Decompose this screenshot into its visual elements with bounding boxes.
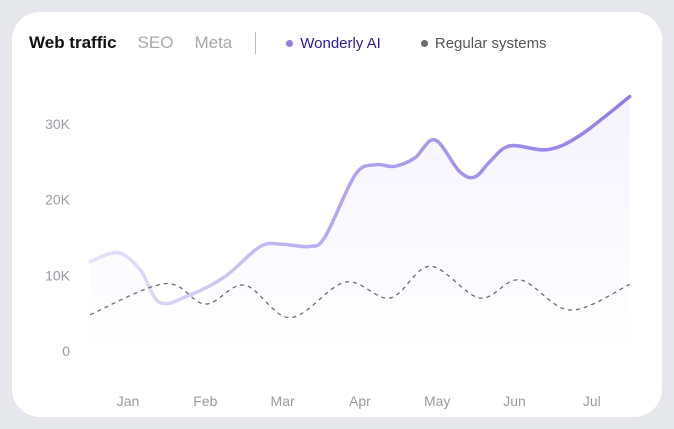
y-tick-label: 30K <box>45 116 71 132</box>
divider <box>255 32 257 54</box>
y-tick-label: 0 <box>62 343 70 359</box>
tab-seo[interactable]: SEO <box>137 33 174 52</box>
header: Web traffic SEO Meta Wonderly AI Regular… <box>29 32 587 54</box>
x-tick-label: Jul <box>583 393 601 409</box>
legend-label: Wonderly AI <box>300 34 381 52</box>
x-tick-label: Feb <box>193 393 217 409</box>
x-tick-label: Jan <box>117 393 140 409</box>
x-tick-label: Apr <box>349 393 371 409</box>
legend-dot-icon <box>420 39 428 47</box>
x-tick-label: May <box>424 393 450 409</box>
wonderly-area <box>90 96 630 351</box>
tab-meta[interactable]: Meta <box>194 33 233 52</box>
y-tick-label: 10K <box>45 267 71 283</box>
wonderly-ai-line <box>88 94 632 306</box>
legend-regular: Regular systems <box>420 34 547 52</box>
y-tick-label: 20K <box>45 192 71 208</box>
legend-wonderly: Wonderly AI <box>286 35 381 52</box>
x-tick-label: Mar <box>271 393 295 409</box>
legend-label: Regular systems <box>434 34 547 52</box>
legend-dot-icon <box>286 39 294 47</box>
tab-web-traffic[interactable]: Web traffic <box>29 33 117 52</box>
regular-systems-line <box>89 265 630 319</box>
x-tick-label: Jun <box>503 393 526 409</box>
